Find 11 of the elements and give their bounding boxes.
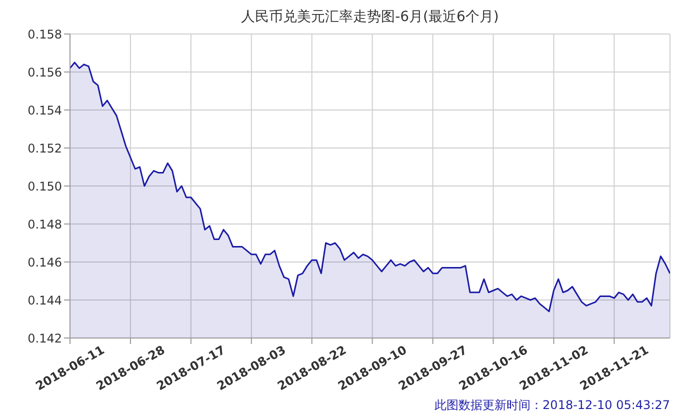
y-tick-label: 0.146 bbox=[28, 255, 62, 270]
y-tick-label: 0.158 bbox=[28, 27, 62, 42]
y-tick-label: 0.150 bbox=[28, 179, 62, 194]
text: 此图数据更新时间：2018-12-10 05:43:27 bbox=[434, 397, 670, 414]
y-tick-label: 0.144 bbox=[28, 293, 62, 308]
y-tick-label: 0.142 bbox=[28, 331, 62, 346]
chart-title: 人民币兑美元汇率走势图-6月(最近6个月) bbox=[240, 8, 500, 26]
y-tick-label: 0.156 bbox=[28, 65, 62, 80]
y-tick-label: 0.154 bbox=[28, 103, 62, 118]
y-tick-label: 0.152 bbox=[28, 141, 62, 156]
y-tick-label: 0.148 bbox=[28, 217, 62, 232]
